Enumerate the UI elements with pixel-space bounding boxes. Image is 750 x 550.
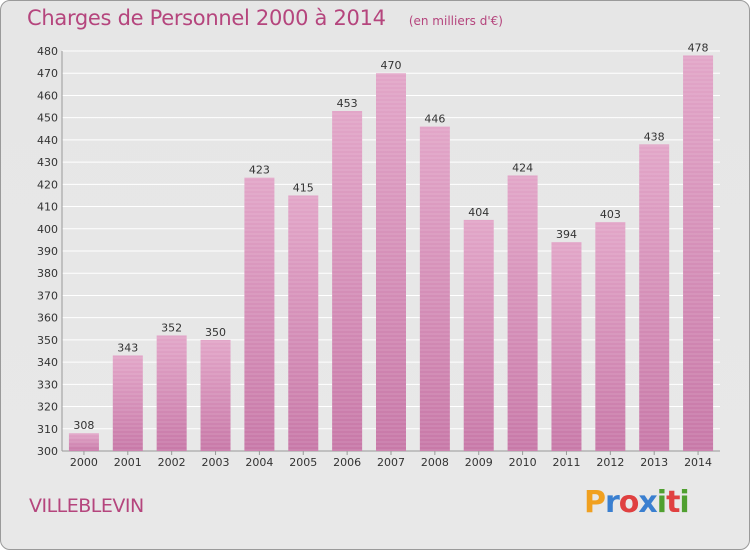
x-tick-label: 2014 [684, 456, 712, 469]
x-tick-label: 2005 [289, 456, 317, 469]
bar-texture [112, 355, 143, 451]
chart-subtitle: (en milliers d'€) [408, 14, 503, 28]
y-tick-label: 440 [37, 134, 58, 147]
bar-texture [376, 73, 406, 451]
data-label: 350 [205, 326, 226, 339]
bar-texture [200, 339, 231, 451]
logo-letter: i [656, 485, 667, 520]
y-tick-label: 300 [37, 445, 58, 458]
y-tick-label: 370 [37, 289, 58, 302]
bar-texture [551, 242, 582, 451]
logo-letter: o [618, 485, 640, 520]
proxiti-logo: Proxiti [584, 485, 690, 520]
data-label: 403 [600, 208, 621, 221]
data-label: 343 [117, 341, 138, 354]
y-tick-label: 390 [37, 245, 58, 258]
logo-letter: i [679, 485, 689, 520]
x-tick-label: 2004 [245, 456, 273, 469]
bar-texture [683, 55, 714, 451]
bar-texture [507, 175, 538, 451]
x-tick-label: 2001 [114, 456, 142, 469]
title-row: Charges de Personnel 2000 à 2014 (en mil… [27, 6, 503, 30]
data-label: 424 [512, 161, 533, 174]
bar-texture [332, 111, 363, 451]
bar-texture [288, 195, 319, 451]
data-label: 394 [556, 228, 577, 241]
logo-letter: x [638, 485, 657, 520]
x-tick-label: 2003 [202, 456, 230, 469]
y-tick-label: 330 [37, 378, 58, 391]
logo-letter: P [584, 485, 606, 520]
y-tick-label: 470 [37, 67, 58, 80]
bar-texture [68, 433, 99, 451]
data-label: 478 [688, 41, 709, 54]
data-label: 404 [468, 206, 489, 219]
commune-name: VILLEBLEVIN [29, 495, 144, 517]
bar-texture [419, 126, 450, 452]
y-tick-label: 400 [37, 223, 58, 236]
x-tick-label: 2002 [158, 456, 186, 469]
logo-letter: r [605, 485, 620, 520]
x-tick-label: 2009 [465, 456, 493, 469]
data-label: 352 [161, 321, 182, 334]
y-tick-label: 460 [37, 89, 58, 102]
y-tick-label: 360 [37, 312, 58, 325]
data-label: 438 [644, 130, 665, 143]
x-tick-label: 2006 [333, 456, 361, 469]
logo-letter: t [666, 485, 680, 520]
x-tick-label: 2007 [377, 456, 405, 469]
x-tick-label: 2010 [509, 456, 537, 469]
x-tick-label: 2013 [640, 456, 668, 469]
bar-texture [156, 335, 187, 451]
y-tick-label: 350 [37, 334, 58, 347]
bar-texture [639, 144, 670, 452]
y-tick-label: 420 [37, 178, 58, 191]
y-tick-label: 450 [37, 112, 58, 125]
y-tick-label: 430 [37, 156, 58, 169]
bar-texture [463, 219, 494, 451]
bar-texture [595, 222, 626, 451]
x-tick-label: 2012 [596, 456, 624, 469]
data-label: 423 [249, 164, 270, 177]
x-tick-label: 2011 [552, 456, 580, 469]
y-tick-label: 340 [37, 356, 58, 369]
data-label: 415 [293, 181, 314, 194]
chart-title: Charges de Personnel 2000 à 2014 [27, 6, 386, 30]
y-tick-label: 480 [37, 45, 58, 58]
x-tick-label: 2000 [70, 456, 98, 469]
data-label: 470 [381, 59, 402, 72]
y-tick-label: 410 [37, 201, 58, 214]
x-tick-label: 2008 [421, 456, 449, 469]
data-label: 446 [424, 113, 445, 126]
data-label: 453 [337, 97, 358, 110]
bar-texture [244, 177, 275, 451]
y-tick-label: 320 [37, 401, 58, 414]
y-tick-label: 310 [37, 423, 58, 436]
y-tick-label: 380 [37, 267, 58, 280]
data-label: 308 [73, 419, 94, 432]
